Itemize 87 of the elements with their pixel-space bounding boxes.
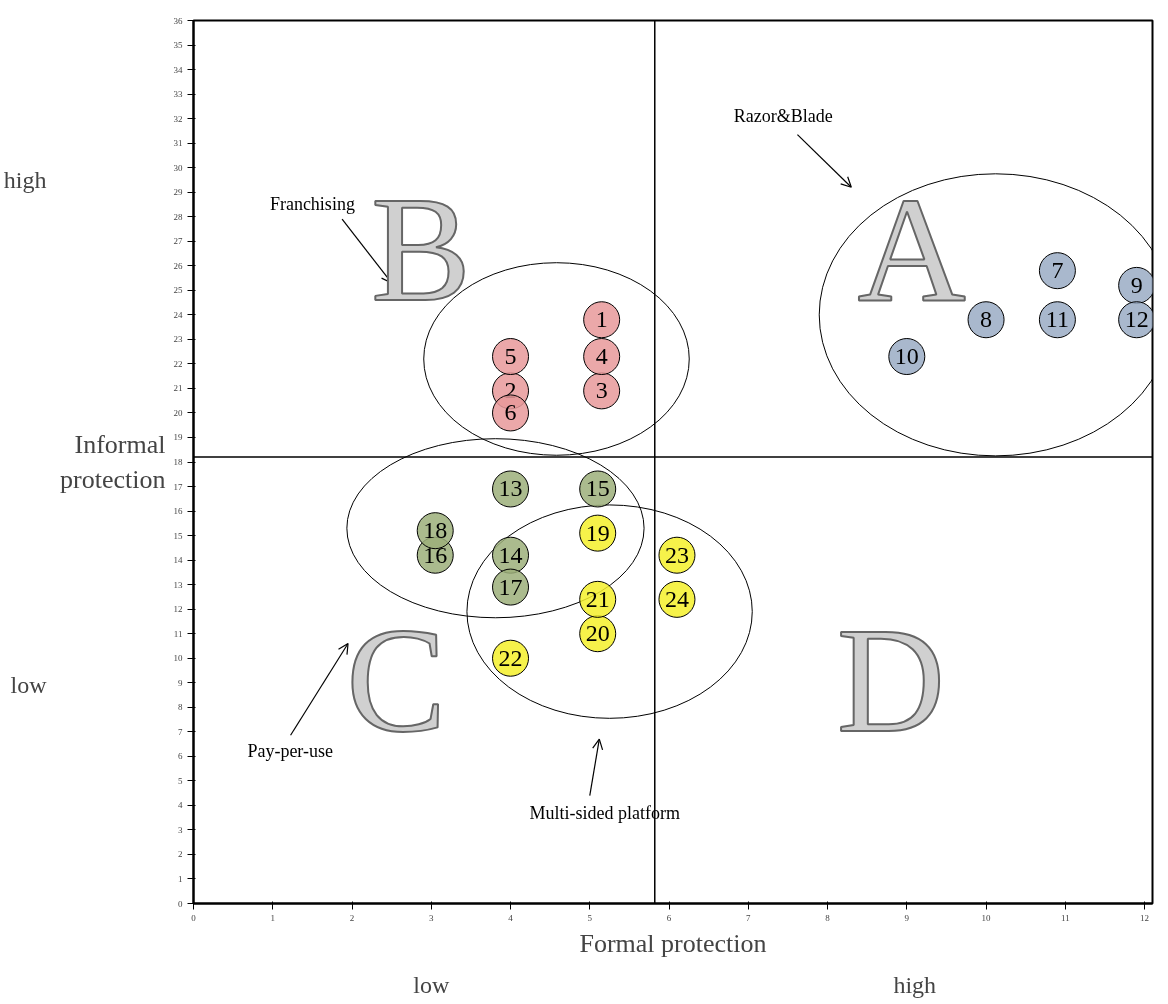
annotation: D [836,597,946,764]
x-tick-label: 6 [666,912,672,923]
annotation: Pay-per-use [247,741,334,762]
series-label: 8 [980,306,993,333]
y-tick-label: 20 [173,407,183,418]
text: low [413,971,450,998]
x-tick-label: 3 [429,912,435,923]
x-tick-label: 2 [349,912,355,923]
series-label: 6 [504,399,517,426]
series-label: 4 [595,343,608,370]
y-tick-label: 11 [173,628,183,639]
x-tick-label: 10 [981,912,992,923]
y-tick-label: 16 [173,506,183,517]
annotation: B [370,165,471,332]
x-tick-label: 4 [508,912,514,923]
y-tick-label: 19 [173,432,183,443]
series-label: 22 [498,644,523,671]
x-tick-label: 8 [825,912,831,923]
y-tick-label: 30 [173,162,183,173]
y-tick-label: 3 [178,824,183,835]
series-label: 24 [664,585,689,612]
y-tick-label: 7 [178,726,183,737]
series-label: 3 [595,377,608,404]
x-axis-title: Formal protection [579,928,767,958]
y-tick-label: 12 [173,604,183,615]
y-tick-label: 8 [178,702,183,713]
y-tick-label: 17 [173,481,183,492]
y-tick-label: 13 [173,579,183,590]
y-tick-label: 23 [173,334,183,345]
y-tick-label: 32 [173,113,183,124]
series-label: 17 [498,573,523,600]
x-tick-label: 11 [1060,912,1070,923]
annotation: Razor&Blade [733,106,833,127]
series-label: 12 [1124,306,1149,333]
y-tick-label: 33 [173,89,183,100]
series-label: 9 [1130,271,1143,298]
y-tick-label: 25 [173,285,183,296]
annotation: C [346,597,447,764]
text: high [893,971,937,998]
y-tick-label: 21 [173,383,183,394]
y-tick-label: 5 [178,775,183,786]
y-tick-label: 36 [173,15,183,26]
y-tick-label: 26 [173,260,183,271]
y-tick-label: 27 [173,236,183,247]
y-tick-label: 34 [173,64,183,75]
series-label: 19 [585,519,610,546]
series-label: 10 [894,343,919,370]
annotation: Franchising [269,194,355,215]
y-tick-label: 15 [173,530,183,541]
series-label: 18 [423,517,448,544]
y-axis-title: Informal protection [60,430,166,494]
y-tick-label: 35 [173,40,183,51]
y-tick-label: 2 [178,849,183,860]
series-label: 15 [585,475,610,502]
y-tick-label: 24 [173,309,183,320]
series-label: 20 [585,620,610,647]
series-label: 11 [1045,306,1069,333]
y-tick-label: 0 [178,898,183,909]
series-label: 16 [423,541,448,568]
y-tick-label: 1 [178,873,183,884]
y-tick-label: 14 [173,555,183,566]
x-tick-label: 9 [904,912,910,923]
text: low [10,672,48,699]
y-tick-label: 9 [178,677,183,688]
x-tick-label: 12 [1140,912,1150,923]
text: high [3,166,47,193]
series-label: 7 [1051,257,1064,284]
series-label: 13 [498,475,523,502]
x-tick-label: 0 [191,912,197,923]
series-label: 21 [585,585,610,612]
annotation: A [857,165,966,332]
series-label: 23 [664,541,689,568]
y-tick-label: 22 [173,358,183,369]
y-tick-label: 4 [178,800,183,811]
y-tick-label: 31 [173,138,183,149]
y-tick-label: 18 [173,457,183,467]
point [583,301,621,339]
series-label: 5 [504,343,517,370]
series-label: 14 [498,541,523,568]
x-tick-label: 7 [746,912,752,923]
x-tick-label: 1 [270,912,276,923]
y-tick-label: 6 [178,751,183,762]
y-tick-label: 10 [173,653,183,664]
y-tick-label: 28 [173,211,183,222]
x-tick-label: 5 [587,912,593,923]
y-tick-label: 29 [173,187,183,198]
series-label: 1 [595,306,608,333]
